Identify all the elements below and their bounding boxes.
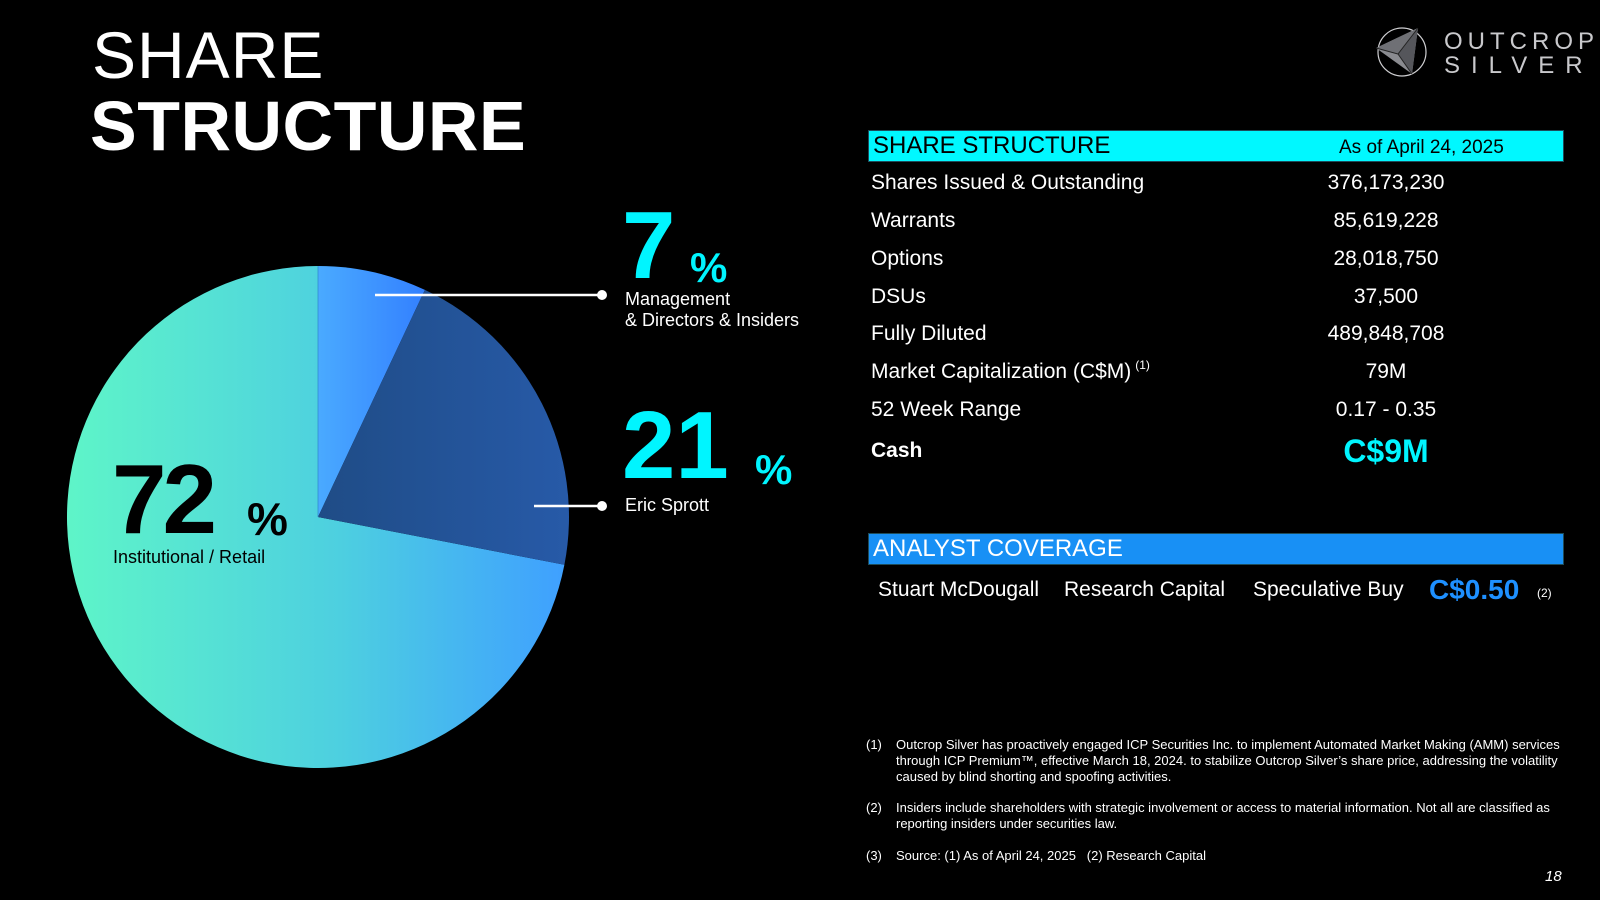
table-row-cash: Cash C$9M (871, 433, 1561, 475)
insiders-label-line1: Management (625, 289, 731, 309)
analyst-target-price: C$0.50 (1429, 574, 1520, 605)
table-row-dsus: DSUs 37,500 (871, 285, 1561, 321)
insiders-percent-value: 7 (622, 192, 676, 299)
row-label: Fully Diluted (871, 322, 987, 345)
insiders-percent-sign: % (690, 244, 728, 291)
row-value: 489,848,708 (1327, 322, 1445, 345)
row-value: C$9M (1343, 433, 1429, 469)
pie-slice-insiders (318, 266, 425, 517)
footnote-text: Insiders include shareholders with strat… (896, 800, 1550, 831)
footnote-text: Source: (1) As of April 24, 2025 (2) Res… (896, 848, 1206, 863)
row-label: Warrants (871, 209, 956, 232)
share-structure-header: SHARE STRUCTURE As of April 24, 2025 (868, 130, 1564, 162)
row-label: DSUs (871, 285, 926, 308)
analyst-firm: Research Capital (1064, 578, 1226, 601)
row-value: 37,500 (1353, 285, 1419, 308)
company-logo: OUTCROP SILVER (1372, 22, 1594, 82)
table-row-market-cap: Market Capitalization (C$M) (1) 79M (871, 358, 1561, 396)
analyst-footnote-ref: (2) (1537, 586, 1552, 600)
page-title-line2: STRUCTURE (90, 87, 527, 165)
row-label: Market Capitalization (C$M) (1) (871, 358, 1150, 384)
sprott-percent-sign: % (755, 446, 793, 493)
retail-percent-value: 72 (112, 444, 217, 554)
analyst-rating: Speculative Buy (1253, 578, 1404, 601)
table-row-52-week-range: 52 Week Range 0.17 - 0.35 (871, 398, 1561, 434)
table-row-options: Options 28,018,750 (871, 247, 1561, 283)
row-label: Options (871, 247, 944, 270)
footnote-number: (3) (866, 848, 882, 863)
footnote-ref: (1) (1135, 358, 1150, 372)
page-number: 18 (1545, 868, 1562, 885)
row-label: 52 Week Range (871, 398, 1022, 421)
row-value: 0.17 - 0.35 (1335, 398, 1437, 421)
analyst-name: Stuart McDougall (878, 578, 1040, 601)
logo-text-outcrop: OUTCROP (1444, 28, 1599, 55)
sprott-label: Eric Sprott (625, 495, 710, 515)
analyst-coverage-header: ANALYST COVERAGE (868, 533, 1564, 565)
footnote-text: Outcrop Silver has proactively engaged I… (896, 737, 1560, 784)
share-structure-as-of-date: As of April 24, 2025 (1339, 137, 1504, 158)
footnote-number: (1) (866, 737, 882, 752)
pie-slice-eric-sprott (318, 289, 569, 565)
logo-text-silver: SILVER (1444, 52, 1594, 79)
table-row-warrants: Warrants 85,619,228 (871, 209, 1561, 245)
pie-slice-institutional-retail (66, 266, 565, 768)
footnote-number: (2) (866, 800, 882, 815)
row-value: 28,018,750 (1333, 247, 1439, 270)
row-value: 79M (1365, 360, 1407, 383)
analyst-coverage-header-title: ANALYST COVERAGE (873, 535, 1123, 562)
share-structure-pie-chart (66, 266, 607, 768)
row-value: 85,619,228 (1333, 209, 1439, 232)
row-label-text: Market Capitalization (C$M) (871, 360, 1132, 383)
row-label: Cash (871, 439, 923, 462)
insiders-label: Management & Directors & Insiders (625, 289, 799, 331)
row-value: 376,173,230 (1327, 171, 1445, 194)
outcrop-triangle-logo-icon (1375, 27, 1427, 77)
retail-percent-sign: % (247, 493, 288, 545)
insiders-label-line2: & Directors & Insiders (625, 310, 800, 330)
share-structure-header-title: SHARE STRUCTURE (873, 132, 1111, 159)
sprott-percent-value: 21 (622, 392, 729, 499)
table-row-fully-diluted: Fully Diluted 489,848,708 (871, 322, 1561, 358)
page-title-line1: SHARE (92, 18, 325, 92)
retail-label: Institutional / Retail (113, 547, 266, 567)
row-label: Shares Issued & Outstanding (871, 171, 1145, 194)
table-row-shares-outstanding: Shares Issued & Outstanding 376,173,230 (871, 171, 1561, 207)
